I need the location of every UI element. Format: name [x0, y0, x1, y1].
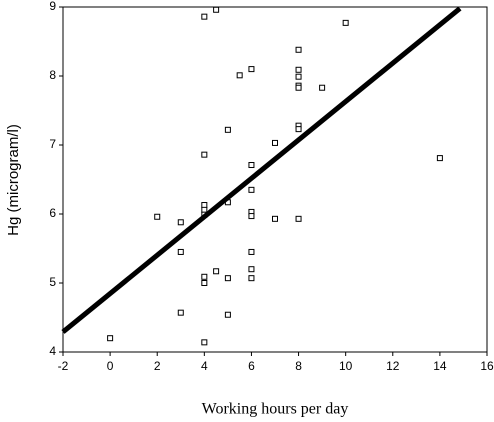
point	[295, 73, 302, 80]
point	[248, 275, 255, 282]
point	[107, 335, 114, 342]
point	[272, 215, 278, 222]
y-tick-label: 7	[49, 137, 56, 151]
point	[295, 46, 302, 53]
point	[436, 155, 443, 162]
point	[248, 213, 255, 220]
x-tick-label: 10	[339, 359, 353, 373]
y-tick-label: 9	[49, 0, 56, 13]
point	[295, 84, 302, 91]
point	[201, 273, 208, 280]
point	[224, 311, 231, 318]
x-axis-label: Working hours per day	[202, 401, 349, 418]
y-tick-label: 5	[49, 275, 56, 289]
x-tick-label: -2	[58, 359, 69, 373]
point	[248, 162, 255, 169]
point	[248, 266, 255, 273]
point	[201, 151, 208, 158]
y-axis-label: Hg (microgram/l)	[5, 124, 22, 236]
x-tick-label: 14	[433, 359, 447, 373]
point	[177, 219, 184, 226]
point	[177, 248, 184, 255]
y-tick-label: 6	[49, 206, 56, 220]
x-tick-label: 0	[107, 359, 114, 373]
point	[272, 139, 278, 146]
y-tick-label: 8	[49, 68, 56, 82]
x-tick-label: 2	[154, 359, 161, 373]
y-tick-label: 4	[49, 344, 56, 358]
plot-frame	[62, 6, 488, 353]
point	[201, 202, 208, 209]
point	[236, 72, 243, 79]
point	[248, 186, 255, 193]
x-tick-label: 16	[480, 359, 494, 373]
point	[213, 268, 220, 275]
x-tick-label: 12	[386, 359, 400, 373]
point	[201, 280, 208, 286]
x-tick-label: 8	[295, 359, 302, 373]
point	[201, 339, 208, 346]
point	[248, 248, 255, 255]
x-tick-label: 6	[248, 359, 255, 373]
fit-line	[61, 6, 462, 334]
point	[248, 66, 255, 73]
point	[154, 213, 161, 220]
point	[213, 6, 220, 13]
x-tick-label: 4	[201, 359, 208, 373]
point	[224, 126, 231, 133]
point	[201, 206, 208, 213]
point	[177, 309, 184, 316]
point	[224, 275, 231, 282]
point	[295, 215, 302, 222]
point	[201, 13, 208, 20]
point	[295, 66, 302, 73]
point	[295, 126, 302, 133]
point	[319, 84, 326, 91]
point	[342, 19, 349, 26]
